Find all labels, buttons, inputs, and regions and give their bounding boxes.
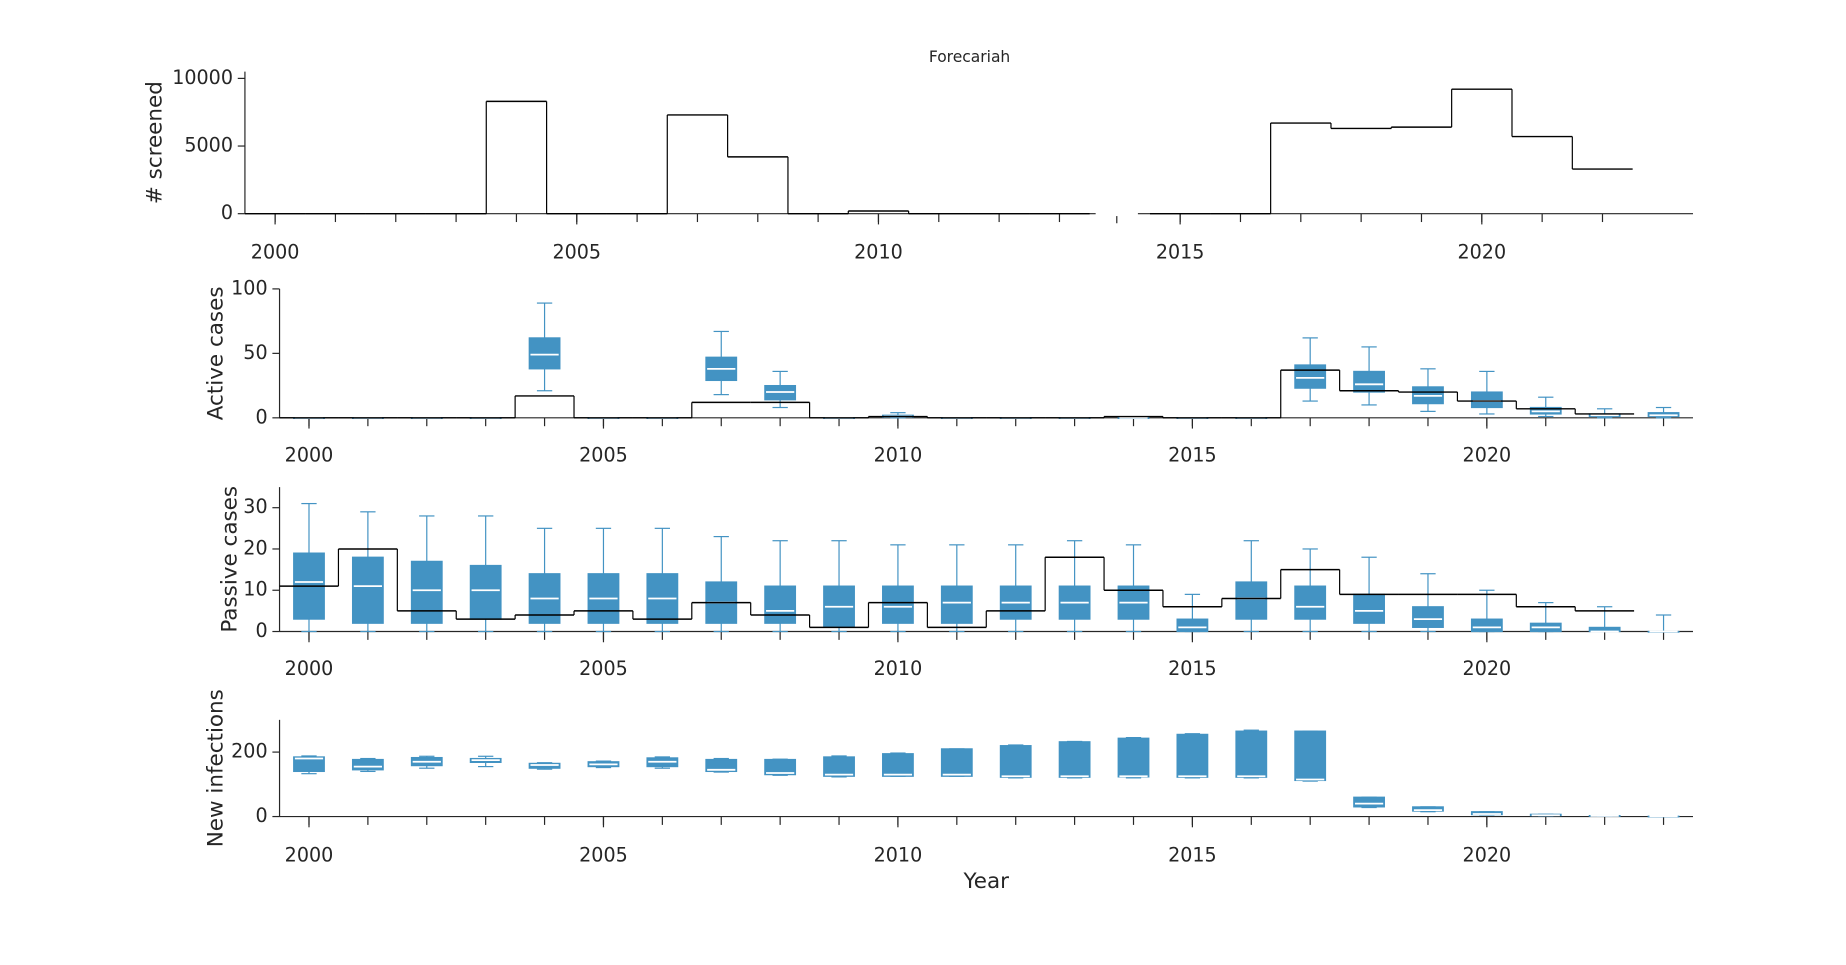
- box: [1058, 741, 1091, 778]
- x-tick-label: 2005: [579, 657, 628, 680]
- box: [1176, 618, 1209, 633]
- box: [1412, 806, 1444, 812]
- x-tick-label: 2015: [1168, 657, 1217, 680]
- y-tick-label: 200: [231, 740, 267, 763]
- box: [999, 745, 1032, 778]
- box: [528, 337, 561, 370]
- x-tick-label: 2010: [874, 657, 923, 680]
- x-tick-label: 2020: [1463, 843, 1512, 866]
- y-tick-label: 100: [231, 276, 267, 299]
- y-axis-label: Active cases: [203, 286, 228, 420]
- x-tick-label: 2000: [285, 444, 334, 467]
- box: [1117, 737, 1150, 778]
- y-tick-label: 0: [255, 804, 267, 827]
- y-tick-label: 10000: [172, 66, 233, 89]
- box: [1294, 730, 1327, 782]
- box: [1235, 730, 1268, 778]
- box: [293, 756, 325, 773]
- x-tick-label: 2020: [1463, 444, 1512, 467]
- x-tick-label: 2005: [579, 444, 628, 467]
- box: [940, 585, 973, 624]
- x-tick-label: 2000: [285, 657, 334, 680]
- box: [351, 556, 384, 624]
- y-tick-label: 5000: [184, 134, 233, 157]
- x-tick-label: 2020: [1463, 657, 1512, 680]
- x-tick-label: 2010: [874, 843, 923, 866]
- box: [705, 758, 738, 773]
- x-tick-label: 2015: [1168, 444, 1217, 467]
- x-tick-label: 2020: [1458, 241, 1507, 264]
- y-tick-label: 0: [255, 619, 267, 642]
- box: [1294, 585, 1327, 620]
- y-tick-label: 20: [243, 536, 267, 559]
- y-axis-label: New infections: [203, 689, 228, 847]
- y-axis-label: Passive cases: [218, 486, 243, 633]
- box: [1353, 593, 1385, 624]
- box: [1235, 581, 1268, 620]
- box: [764, 585, 797, 624]
- x-tick-label: 2010: [854, 241, 903, 264]
- box: [882, 585, 914, 624]
- x-axis-label: Year: [963, 869, 1010, 894]
- x-tick-label: 2015: [1168, 843, 1217, 866]
- x-tick-label: 2005: [579, 843, 628, 866]
- box: [940, 748, 973, 777]
- box: [410, 560, 443, 624]
- box: [823, 756, 855, 777]
- box: [882, 753, 914, 777]
- box: [1412, 606, 1444, 628]
- box: [351, 758, 384, 771]
- x-tick-label: 2015: [1156, 241, 1205, 264]
- y-axis-label: # screened: [142, 81, 167, 204]
- box: [1176, 733, 1209, 778]
- y-tick-label: 50: [243, 341, 267, 364]
- y-tick-label: 0: [255, 405, 267, 428]
- box: [1470, 618, 1503, 633]
- y-tick-label: 30: [243, 495, 267, 518]
- box: [1470, 391, 1503, 409]
- box: [764, 758, 797, 776]
- box: [469, 564, 502, 620]
- box: [1294, 364, 1327, 389]
- x-tick-label: 2010: [874, 444, 923, 467]
- chart-title: Forecariah: [929, 48, 1010, 66]
- y-tick-label: 10: [243, 578, 267, 601]
- box: [1353, 370, 1385, 393]
- box: [1353, 796, 1385, 808]
- x-tick-label: 2005: [552, 241, 601, 264]
- x-tick-label: 2000: [251, 241, 300, 264]
- x-tick-label: 2000: [285, 843, 334, 866]
- y-tick-label: 0: [221, 201, 233, 224]
